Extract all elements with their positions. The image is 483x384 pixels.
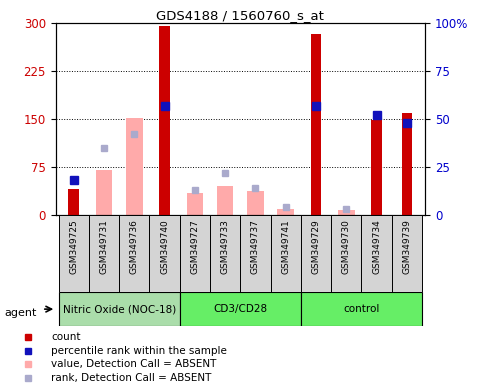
Text: Nitric Oxide (NOC-18): Nitric Oxide (NOC-18) xyxy=(62,304,176,314)
Bar xyxy=(361,215,392,292)
Bar xyxy=(270,215,301,292)
Text: value, Detection Call = ABSENT: value, Detection Call = ABSENT xyxy=(51,359,217,369)
Text: GSM349730: GSM349730 xyxy=(342,219,351,274)
Bar xyxy=(247,191,264,215)
Bar xyxy=(301,292,422,326)
Text: CD3/CD28: CD3/CD28 xyxy=(213,304,268,314)
Text: GSM349733: GSM349733 xyxy=(221,219,229,274)
Bar xyxy=(96,170,113,215)
Text: GSM349737: GSM349737 xyxy=(251,219,260,274)
Text: GSM349740: GSM349740 xyxy=(160,219,169,274)
Bar xyxy=(186,193,203,215)
Bar xyxy=(119,215,149,292)
Bar xyxy=(277,209,294,215)
Bar xyxy=(331,215,361,292)
Text: GSM349727: GSM349727 xyxy=(190,219,199,274)
Bar xyxy=(58,215,89,292)
Text: count: count xyxy=(51,332,81,342)
Bar xyxy=(180,292,301,326)
Text: GSM349725: GSM349725 xyxy=(69,219,78,274)
Bar xyxy=(338,210,355,215)
Text: control: control xyxy=(343,304,380,314)
Bar xyxy=(210,215,241,292)
Bar xyxy=(311,34,321,215)
Text: percentile rank within the sample: percentile rank within the sample xyxy=(51,346,227,356)
Text: GSM349734: GSM349734 xyxy=(372,219,381,274)
Text: GSM349739: GSM349739 xyxy=(402,219,412,274)
Bar xyxy=(180,215,210,292)
Bar xyxy=(371,120,382,215)
Bar xyxy=(301,215,331,292)
Bar xyxy=(149,215,180,292)
Bar xyxy=(241,215,270,292)
Bar xyxy=(159,26,170,215)
Bar xyxy=(69,189,79,215)
Title: GDS4188 / 1560760_s_at: GDS4188 / 1560760_s_at xyxy=(156,9,324,22)
Bar xyxy=(58,292,180,326)
Text: GSM349736: GSM349736 xyxy=(130,219,139,274)
Text: rank, Detection Call = ABSENT: rank, Detection Call = ABSENT xyxy=(51,373,212,383)
Bar xyxy=(126,118,142,215)
Bar xyxy=(392,215,422,292)
Bar xyxy=(401,113,412,215)
Bar xyxy=(89,215,119,292)
Text: GSM349741: GSM349741 xyxy=(281,219,290,274)
Bar xyxy=(217,186,233,215)
Text: agent: agent xyxy=(5,308,37,318)
Text: GSM349729: GSM349729 xyxy=(312,219,321,274)
Text: GSM349731: GSM349731 xyxy=(99,219,109,274)
